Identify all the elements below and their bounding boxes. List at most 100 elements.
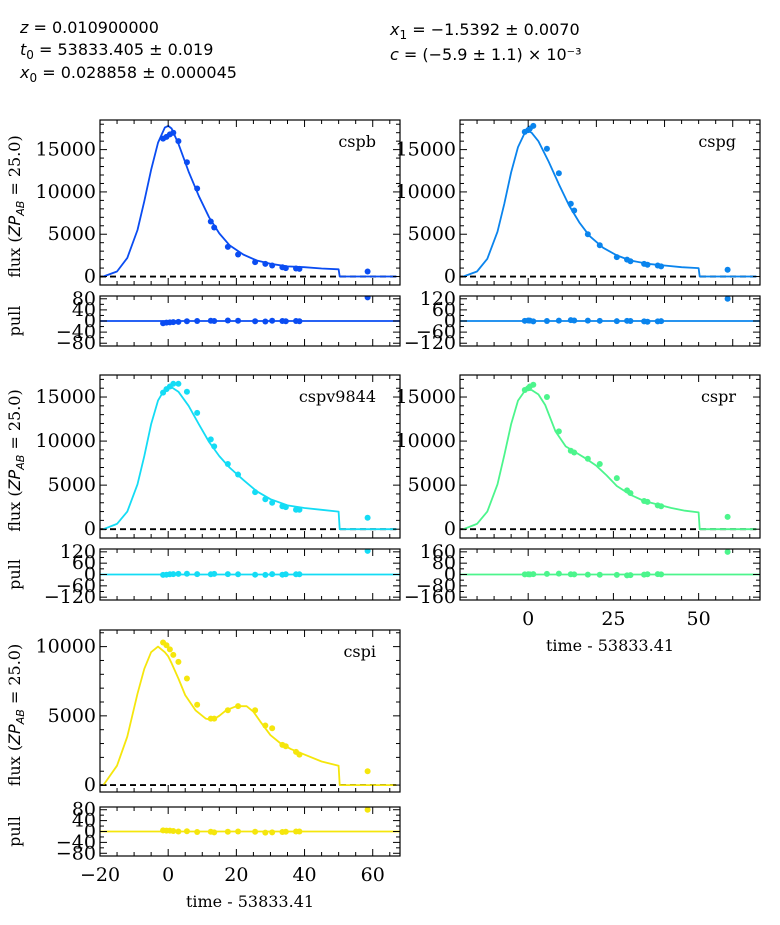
data-point — [571, 449, 578, 456]
x-tick-label: 50 — [687, 608, 711, 630]
data-point — [183, 159, 190, 166]
fit-param-text: z = 0.010900000 — [19, 18, 159, 37]
pull-point — [584, 571, 591, 578]
pull-point — [235, 571, 242, 578]
pull-point — [530, 571, 537, 578]
y-tick-label: −80 — [416, 575, 456, 597]
data-point — [571, 207, 578, 214]
pull-point — [170, 827, 177, 834]
data-point — [613, 254, 620, 261]
flux-plot-area — [100, 380, 400, 531]
pull-point — [296, 318, 303, 325]
fit-param-text: x1 = −1.5392 ± 0.0070 — [389, 20, 580, 42]
data-point — [658, 503, 665, 510]
data-point — [235, 703, 242, 710]
pull-point — [364, 549, 371, 554]
pull-point — [224, 317, 231, 324]
pull-point — [211, 318, 218, 324]
y-tick-label: 5000 — [48, 474, 96, 496]
data-point — [170, 380, 177, 387]
fit-param-subscript: 0 — [29, 71, 37, 85]
flux-label-zp: ZP — [5, 724, 24, 746]
data-point — [296, 751, 303, 758]
fit-param-value: = −1.5392 ± 0.0070 — [407, 20, 580, 39]
pull-point — [175, 318, 182, 325]
data-point — [724, 266, 731, 273]
data-point — [596, 460, 603, 467]
data-point — [724, 513, 731, 520]
fit-param-text: x0 = 0.028858 ± 0.000045 — [19, 63, 237, 85]
fit-param-text: t0 = 53833.405 ± 0.019 — [20, 40, 213, 62]
data-point — [194, 185, 201, 192]
pull-point — [224, 571, 231, 578]
pull-point — [170, 571, 177, 578]
y-tick-label: 120 — [420, 288, 456, 310]
x-tick-label: 0 — [522, 608, 534, 630]
flux-label-suffix: = 25.0) — [5, 389, 24, 454]
y-tick-label: 10000 — [396, 430, 456, 452]
y-tick-label: 0 — [444, 310, 456, 332]
y-tick-label: −60 — [56, 575, 96, 597]
flux-frame — [99, 119, 401, 286]
x-tick-label: 0 — [162, 864, 174, 886]
y-tick-label: 10000 — [396, 181, 456, 203]
y-tick-label: 0 — [444, 518, 456, 540]
y-tick-label: 5000 — [408, 474, 456, 496]
data-point — [644, 498, 651, 505]
pull-point — [175, 570, 182, 577]
x-tick-label: 40 — [292, 864, 316, 886]
data-point — [269, 499, 276, 506]
pull-point — [644, 318, 651, 325]
data-point — [364, 514, 371, 521]
pull-point — [724, 549, 731, 555]
y-tick-label: 15000 — [396, 386, 456, 408]
x-tick-label: 60 — [361, 864, 385, 886]
data-point — [166, 646, 173, 653]
y-tick-label: 0 — [84, 774, 96, 796]
pull-point — [584, 317, 591, 324]
y-tick-label: 0 — [444, 266, 456, 288]
pull-point — [296, 828, 303, 835]
y-tick-label: −40 — [56, 831, 96, 853]
pull-point — [269, 829, 276, 836]
y-tick-label: 60 — [72, 552, 96, 574]
pull-point — [175, 828, 182, 835]
y-tick-label: 60 — [432, 299, 456, 321]
flux-frame — [459, 119, 761, 286]
data-point — [211, 443, 218, 450]
data-point — [163, 642, 170, 649]
data-point — [183, 675, 190, 682]
pull-plot-area — [100, 549, 400, 578]
pull-point — [194, 318, 201, 324]
model-curve — [463, 389, 757, 531]
flux-label-sub: AB — [14, 201, 27, 217]
data-point — [596, 242, 603, 249]
y-tick-label: −80 — [56, 842, 96, 864]
pull-point — [262, 829, 269, 836]
y-tick-label: 40 — [72, 299, 96, 321]
y-tick-label: 80 — [432, 552, 456, 574]
flux-axis-label: flux (ZPAB = 25.0) — [5, 389, 27, 531]
y-tick-label: 0 — [84, 518, 96, 540]
y-tick-label: 10000 — [36, 430, 96, 452]
flux-label-zp: ZP — [5, 215, 24, 237]
y-tick-label: −160 — [404, 586, 456, 608]
y-tick-label: 120 — [60, 541, 96, 563]
data-point — [170, 129, 177, 136]
flux-label-sub: AB — [14, 709, 27, 725]
pull-point — [262, 318, 269, 325]
pull-point — [613, 318, 620, 325]
fit-param: z = 0.010900000 — [19, 18, 159, 37]
data-point — [296, 265, 303, 272]
data-point — [194, 409, 201, 416]
y-tick-label: 40 — [72, 810, 96, 832]
x-tick-label: 25 — [601, 608, 625, 630]
pull-point — [658, 318, 665, 325]
pull-point — [252, 318, 259, 325]
pull-point — [269, 317, 276, 324]
y-tick-label: −120 — [44, 586, 96, 608]
data-point — [530, 122, 537, 129]
